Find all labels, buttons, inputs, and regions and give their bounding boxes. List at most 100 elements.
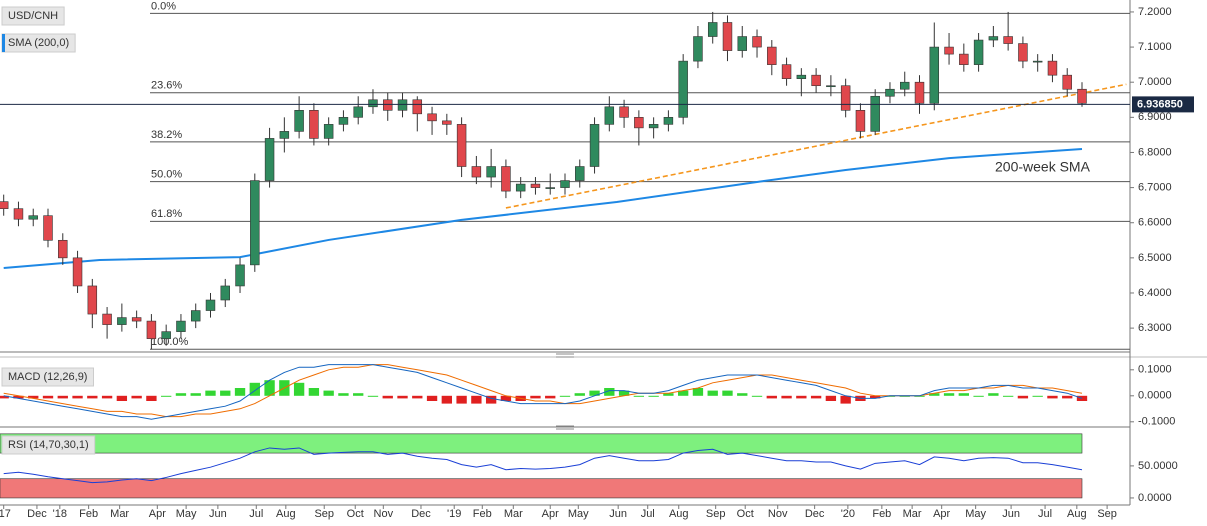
candle-body bbox=[648, 124, 659, 129]
macd-histogram-bar bbox=[810, 395, 822, 399]
candle-body bbox=[530, 183, 541, 188]
candle-body bbox=[914, 81, 925, 104]
candle-body bbox=[944, 46, 954, 55]
macd-histogram-bar bbox=[870, 395, 881, 399]
candle-body bbox=[176, 320, 186, 332]
macd-histogram-bar bbox=[663, 393, 674, 396]
candle-body bbox=[43, 215, 53, 241]
x-tick-label: Dec bbox=[411, 508, 431, 520]
candle-body bbox=[264, 138, 275, 181]
y-tick-label: 7.2000 bbox=[1138, 6, 1172, 18]
candle-body bbox=[929, 46, 940, 104]
sma-line bbox=[3, 147, 1083, 270]
x-tick-label: Dec bbox=[805, 508, 825, 520]
macd-histogram-bar bbox=[161, 395, 172, 397]
x-tick-label: Jun bbox=[609, 508, 627, 520]
x-tick-label: Jul bbox=[1038, 508, 1052, 520]
macd-histogram-bar bbox=[441, 395, 452, 404]
x-tick-label: Jun bbox=[209, 508, 227, 520]
y-tick-label: 7.0000 bbox=[1138, 76, 1172, 88]
x-tick-label: Sep bbox=[1097, 508, 1117, 520]
macd-histogram-bar bbox=[988, 393, 999, 396]
macd-histogram-bar bbox=[323, 390, 334, 396]
macd-histogram-bar bbox=[722, 390, 733, 396]
macd-histogram-bar bbox=[825, 395, 837, 401]
macd-histogram-bar bbox=[308, 388, 320, 396]
candle-body bbox=[250, 180, 260, 266]
x-tick-label: Feb bbox=[473, 508, 492, 520]
candle-body bbox=[604, 106, 615, 125]
x-tick-label: Apr bbox=[542, 508, 559, 520]
x-tick-label: '18 bbox=[53, 508, 67, 520]
y-tick-label: 0.0000 bbox=[1138, 390, 1172, 402]
x-tick-label: Jul bbox=[641, 508, 655, 520]
candle-body bbox=[707, 22, 718, 37]
trendline bbox=[505, 83, 1127, 209]
candle-body bbox=[959, 53, 969, 65]
macd-histogram-bar bbox=[973, 395, 984, 397]
macd-histogram-bar bbox=[13, 395, 24, 399]
candle-body bbox=[634, 117, 644, 129]
x-tick-label: Mar bbox=[903, 508, 922, 520]
macd-histogram-bar bbox=[412, 395, 423, 399]
macd-histogram-bar bbox=[929, 393, 940, 396]
candle-body bbox=[279, 131, 290, 139]
candle-body bbox=[840, 85, 851, 111]
panel-label: SMA (200,0) bbox=[8, 37, 69, 49]
macd-histogram-bar bbox=[500, 395, 512, 401]
x-tick-label: May bbox=[965, 508, 986, 520]
fib-label: 0.0% bbox=[151, 0, 176, 12]
candle-body bbox=[161, 331, 171, 339]
macd-histogram-bar bbox=[707, 390, 718, 396]
candle-body bbox=[900, 81, 910, 90]
candle-body bbox=[471, 166, 482, 178]
fib-label: 23.6% bbox=[151, 80, 182, 92]
x-tick-label: Aug bbox=[1067, 508, 1087, 520]
legend-swatch bbox=[2, 34, 5, 52]
macd-histogram-bar bbox=[456, 395, 467, 404]
candle-body bbox=[811, 74, 821, 87]
macd-histogram-bar bbox=[545, 395, 556, 399]
candle-body bbox=[1003, 36, 1013, 44]
macd-histogram-bar bbox=[796, 395, 807, 399]
macd-histogram-bar bbox=[101, 395, 113, 399]
macd-histogram-bar bbox=[958, 393, 969, 396]
candle-body bbox=[486, 166, 496, 178]
candle-body bbox=[442, 120, 452, 125]
fib-label: 61.8% bbox=[151, 208, 182, 220]
rsi-band bbox=[0, 478, 1083, 499]
candle-body bbox=[102, 313, 112, 325]
x-tick-label: Jul bbox=[249, 508, 263, 520]
y-tick-label: -0.1000 bbox=[1138, 416, 1175, 428]
macd-histogram-bar bbox=[648, 395, 659, 397]
candle-body bbox=[456, 124, 467, 167]
macd-histogram-bar bbox=[338, 393, 349, 396]
candle-body bbox=[323, 124, 334, 139]
candle-body bbox=[1062, 74, 1072, 90]
x-tick-label: Mar bbox=[504, 508, 523, 520]
fib-label: 38.2% bbox=[151, 129, 182, 141]
macd-histogram-bar bbox=[426, 395, 438, 401]
x-tick-label: Sep bbox=[314, 508, 334, 520]
y-tick-label: 6.6000 bbox=[1138, 217, 1172, 229]
candle-body bbox=[545, 187, 555, 189]
y-tick-label: 6.4000 bbox=[1138, 287, 1172, 299]
candle-body bbox=[412, 99, 423, 115]
macd-histogram-bar bbox=[559, 395, 571, 397]
candle-body bbox=[870, 95, 880, 132]
macd-histogram-bar bbox=[633, 395, 645, 397]
y-tick-label: 6.5000 bbox=[1138, 252, 1172, 264]
candle-body bbox=[220, 285, 230, 301]
candle-body bbox=[131, 317, 142, 322]
sma-annotation: 200-week SMA bbox=[995, 159, 1091, 175]
y-tick-label: 50.0000 bbox=[1138, 460, 1178, 472]
label-box bbox=[1, 367, 94, 387]
candle-body bbox=[575, 166, 585, 181]
candle-body bbox=[826, 85, 836, 88]
candle-body bbox=[309, 110, 319, 139]
candle-body bbox=[693, 36, 703, 62]
x-tick-label: '17 bbox=[0, 508, 11, 520]
macd-histogram-bar bbox=[220, 390, 231, 396]
candle-body bbox=[722, 22, 733, 51]
